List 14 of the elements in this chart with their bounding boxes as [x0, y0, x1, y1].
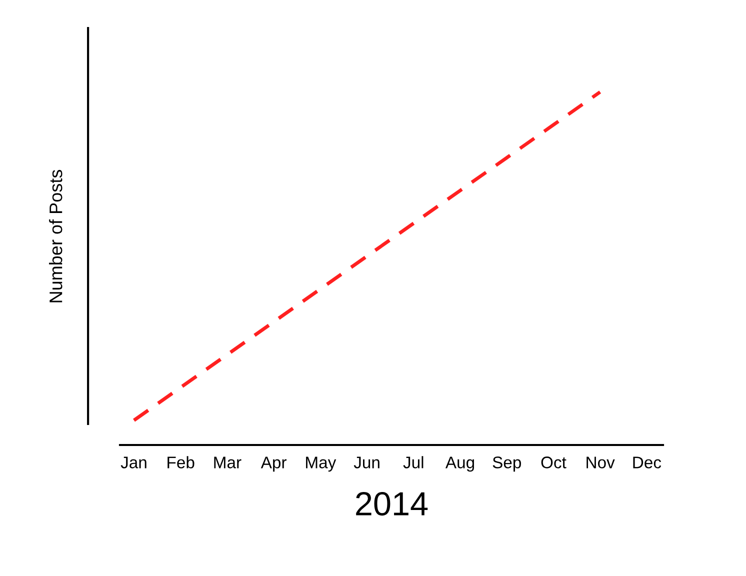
x-tick-label: Apr — [260, 456, 287, 472]
y-axis-title: Number of Posts — [49, 170, 62, 302]
x-tick-label: Jun — [354, 456, 380, 468]
x-tick-label: Mar — [214, 456, 242, 468]
x-tick-label: Jul — [403, 456, 424, 468]
x-tick-label: Aug — [445, 456, 474, 472]
x-tick-label: Jan — [120, 456, 146, 468]
x-tick-label: May — [306, 456, 336, 472]
x-tick-label: Feb — [168, 456, 194, 468]
x-axis-title: 2014 — [356, 492, 428, 516]
x-tick-label: Sep — [492, 456, 521, 472]
x-tick-label: Nov — [586, 456, 615, 468]
x-tick-label: Oct — [541, 456, 566, 468]
x-tick-label: Dec — [633, 456, 662, 468]
